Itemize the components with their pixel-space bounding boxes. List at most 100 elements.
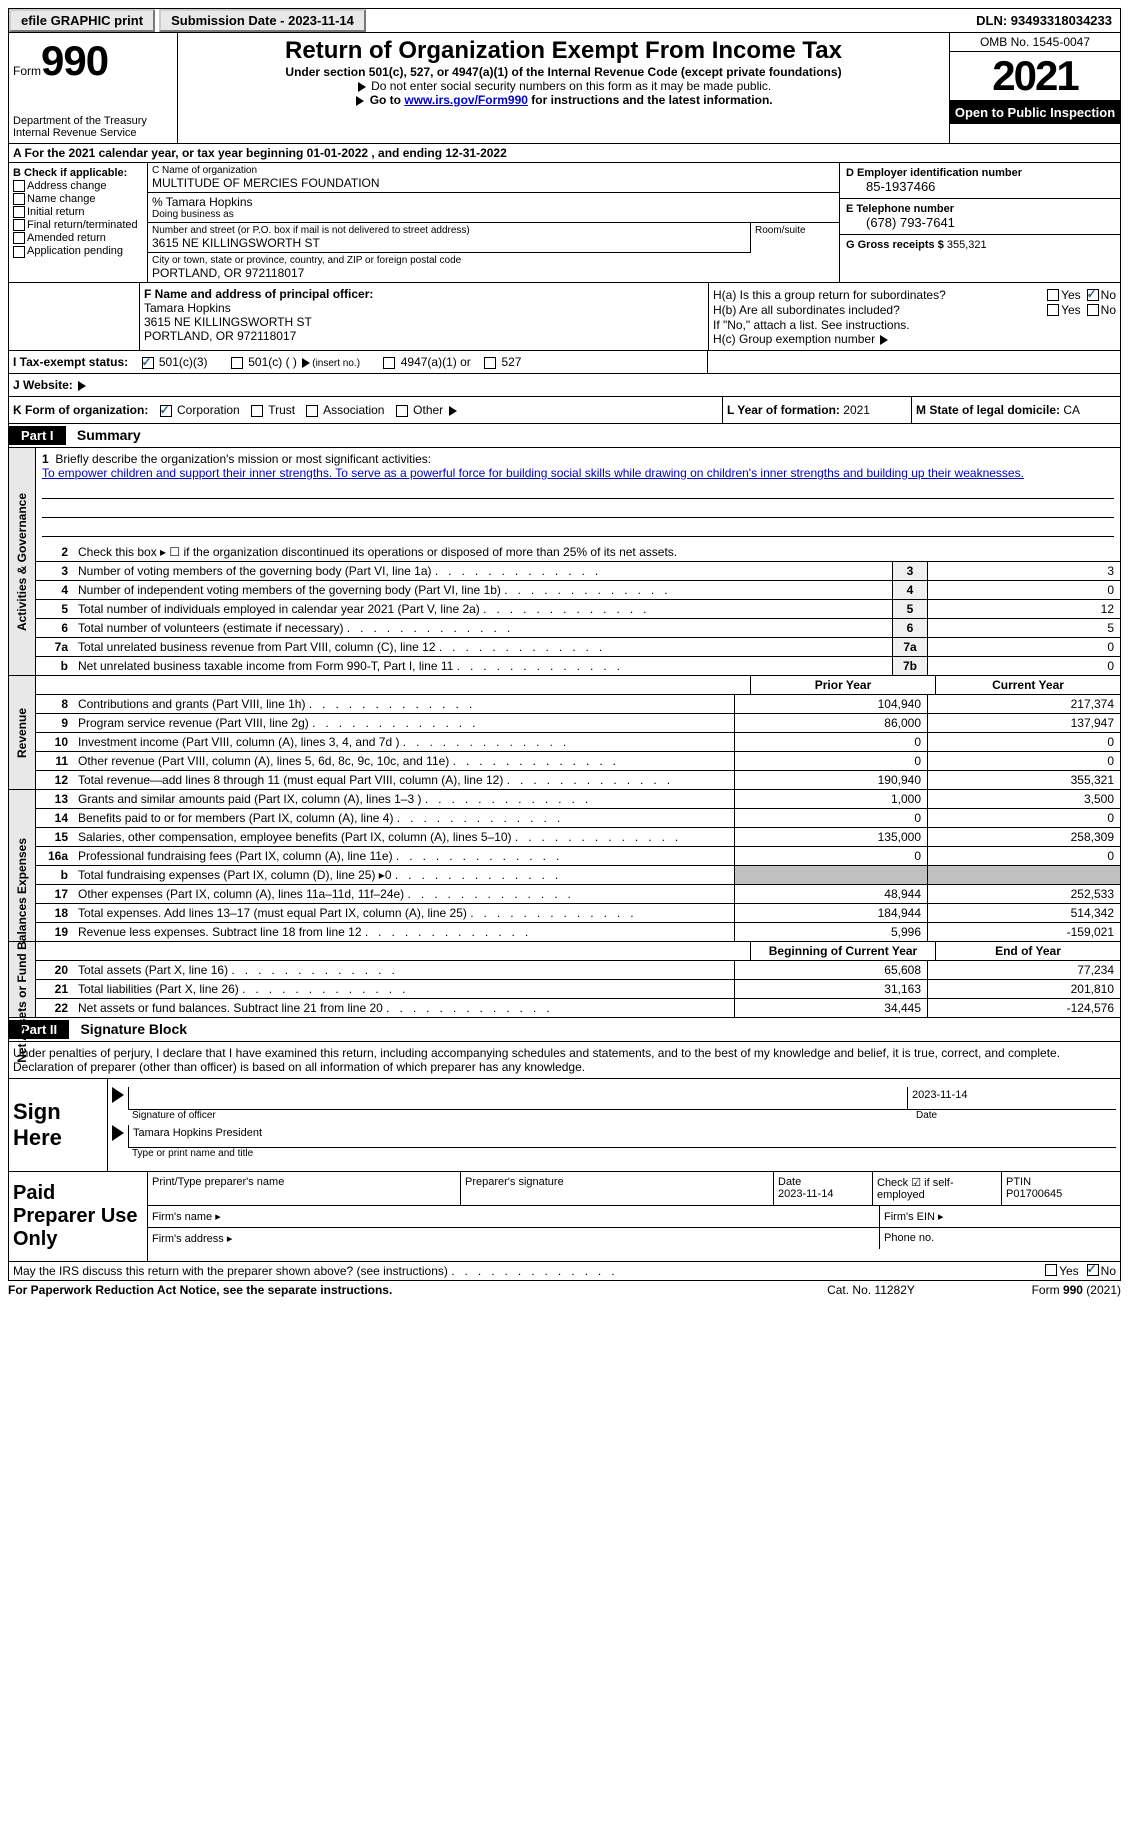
ein-value: 85-1937466: [846, 179, 1114, 194]
part-i-header: Part I: [9, 426, 66, 445]
form-label: Form: [13, 64, 41, 78]
irs-discuss-question: May the IRS discuss this return with the…: [13, 1264, 1045, 1278]
arrow-icon: [356, 96, 364, 106]
section-j: J Website:: [8, 374, 1121, 397]
phone-value: (678) 793-7641: [846, 215, 1114, 230]
summary-row: bTotal fundraising expenses (Part IX, co…: [36, 866, 1120, 885]
city-state-zip: PORTLAND, OR 972118017: [152, 266, 835, 280]
sign-here-label: Sign Here: [9, 1079, 108, 1171]
summary-row: 21Total liabilities (Part X, line 26)31,…: [36, 980, 1120, 999]
section-h: H(a) Is this a group return for subordin…: [709, 283, 1120, 350]
paid-preparer-label: Paid Preparer Use Only: [9, 1172, 148, 1261]
checkbox-app-pending[interactable]: [13, 246, 25, 258]
officer-name: Tamara Hopkins: [144, 301, 704, 315]
arrow-icon: [112, 1125, 124, 1141]
checkbox-527[interactable]: [484, 357, 496, 369]
summary-row: 18Total expenses. Add lines 13–17 (must …: [36, 904, 1120, 923]
irs-link[interactable]: www.irs.gov/Form990: [404, 93, 528, 107]
submission-date: Submission Date - 2023-11-14: [159, 9, 366, 32]
part-ii-title: Signature Block: [72, 1021, 187, 1037]
section-c: C Name of organization MULTITUDE OF MERC…: [148, 163, 839, 282]
section-k: K Form of organization: Corporation Trus…: [9, 397, 723, 423]
signature-date: 2023-11-14: [907, 1087, 1116, 1110]
care-of: % Tamara Hopkins: [152, 195, 835, 209]
summary-row: 8Contributions and grants (Part VIII, li…: [36, 695, 1120, 714]
declaration-text: Under penalties of perjury, I declare th…: [8, 1042, 1121, 1079]
summary-row: 14Benefits paid to or for members (Part …: [36, 809, 1120, 828]
summary-row: 22Net assets or fund balances. Subtract …: [36, 999, 1120, 1017]
summary-row: 20Total assets (Part X, line 16)65,60877…: [36, 961, 1120, 980]
section-d: D Employer identification number 85-1937…: [839, 163, 1120, 282]
tab-revenue: Revenue: [15, 707, 29, 757]
year-formation: 2021: [843, 403, 870, 417]
summary-row: 12Total revenue—add lines 8 through 11 (…: [36, 771, 1120, 789]
section-b: B Check if applicable: Address change Na…: [9, 163, 148, 282]
tab-governance: Activities & Governance: [15, 492, 29, 630]
form-subtitle: Under section 501(c), 527, or 4947(a)(1)…: [186, 65, 941, 79]
checkbox-other[interactable]: [396, 405, 408, 417]
org-name: MULTITUDE OF MERCIES FOUNDATION: [152, 176, 835, 190]
checkbox-initial-return[interactable]: [13, 206, 25, 218]
arrow-icon: [358, 82, 366, 92]
checkbox-4947[interactable]: [383, 357, 395, 369]
checkbox-discuss-no[interactable]: [1087, 1264, 1099, 1276]
ptin-value: P01700645: [1006, 1188, 1062, 1200]
catalog-number: Cat. No. 11282Y: [771, 1283, 971, 1297]
state-domicile: CA: [1063, 403, 1080, 417]
summary-row: 19Revenue less expenses. Subtract line 1…: [36, 923, 1120, 941]
checkbox-501c[interactable]: [231, 357, 243, 369]
form-footer: Form 990 (2021): [971, 1283, 1121, 1297]
summary-row: 9Program service revenue (Part VIII, lin…: [36, 714, 1120, 733]
top-bar: efile GRAPHIC print Submission Date - 20…: [8, 8, 1121, 33]
arrow-icon: [112, 1087, 124, 1103]
section-i: I Tax-exempt status: 501(c)(3) 501(c) ( …: [9, 351, 708, 373]
efile-print-button[interactable]: efile GRAPHIC print: [9, 9, 155, 32]
summary-row: 4Number of independent voting members of…: [36, 581, 1120, 600]
checkbox-address-change[interactable]: [13, 180, 25, 192]
officer-name-title: Tamara Hopkins President: [128, 1125, 1116, 1148]
summary-row: 17Other expenses (Part IX, column (A), l…: [36, 885, 1120, 904]
checkbox-501c3[interactable]: [142, 357, 154, 369]
tab-net-assets: Net Assets or Fund Balances: [15, 897, 29, 1063]
ssn-warning: Do not enter social security numbers on …: [371, 79, 771, 93]
summary-row: 7aTotal unrelated business revenue from …: [36, 638, 1120, 657]
tax-year: 2021: [950, 52, 1120, 101]
summary-row: 6Total number of volunteers (estimate if…: [36, 619, 1120, 638]
arrow-icon: [78, 381, 86, 391]
dln-number: DLN: 93493318034233: [976, 13, 1120, 28]
part-i-title: Summary: [69, 427, 141, 443]
checkbox-amended[interactable]: [13, 232, 25, 244]
checkbox-ha-no[interactable]: [1087, 289, 1099, 301]
officer-signature[interactable]: [128, 1087, 907, 1110]
checkbox-hb-no[interactable]: [1087, 304, 1099, 316]
checkbox-name-change[interactable]: [13, 193, 25, 205]
department-label: Department of the Treasury Internal Reve…: [13, 115, 173, 139]
tax-year-range: A For the 2021 calendar year, or tax yea…: [8, 144, 1121, 163]
checkbox-trust[interactable]: [251, 405, 263, 417]
arrow-icon: [880, 335, 888, 345]
form-header: Form990 Department of the Treasury Inter…: [8, 33, 1121, 144]
summary-row: 13Grants and similar amounts paid (Part …: [36, 790, 1120, 809]
section-f: F Name and address of principal officer:…: [140, 283, 709, 350]
checkbox-ha-yes[interactable]: [1047, 289, 1059, 301]
mission-text: To empower children and support their in…: [42, 466, 1024, 480]
summary-row: 16aProfessional fundraising fees (Part I…: [36, 847, 1120, 866]
tab-expenses: Expenses: [15, 837, 29, 893]
summary-row: bNet unrelated business taxable income f…: [36, 657, 1120, 675]
gross-receipts: 355,321: [947, 239, 987, 251]
omb-number: OMB No. 1545-0047: [950, 33, 1120, 52]
checkbox-corporation[interactable]: [160, 405, 172, 417]
public-inspection: Open to Public Inspection: [950, 101, 1120, 124]
checkbox-association[interactable]: [306, 405, 318, 417]
checkbox-final-return[interactable]: [13, 219, 25, 231]
paperwork-notice: For Paperwork Reduction Act Notice, see …: [8, 1283, 771, 1297]
summary-row: 3Number of voting members of the governi…: [36, 562, 1120, 581]
street-address: 3615 NE KILLINGSWORTH ST: [152, 236, 746, 250]
summary-row: 5Total number of individuals employed in…: [36, 600, 1120, 619]
checkbox-discuss-yes[interactable]: [1045, 1264, 1057, 1276]
summary-row: 15Salaries, other compensation, employee…: [36, 828, 1120, 847]
summary-row: 10Investment income (Part VIII, column (…: [36, 733, 1120, 752]
summary-row: 11Other revenue (Part VIII, column (A), …: [36, 752, 1120, 771]
checkbox-hb-yes[interactable]: [1047, 304, 1059, 316]
form-number: 990: [41, 37, 108, 84]
